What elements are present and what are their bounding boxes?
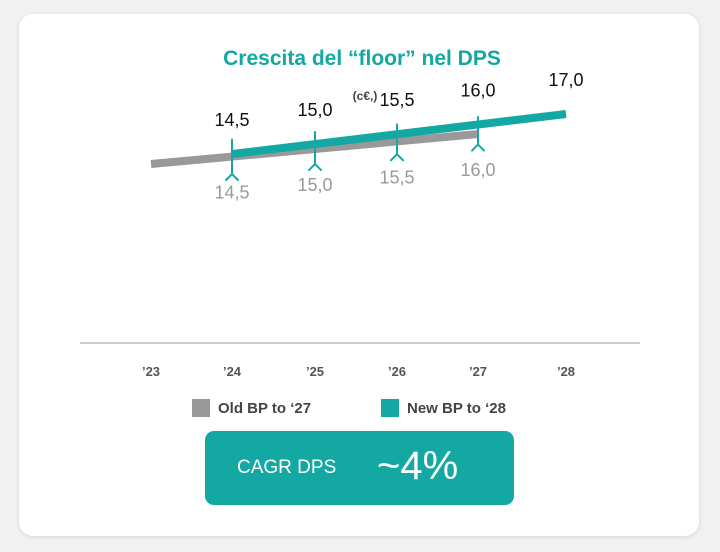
up-arrow-icon: [390, 123, 404, 162]
legend-old: Old BP to ‘27: [192, 399, 311, 417]
legend-new-label: New BP to ‘28: [407, 399, 506, 417]
x-tick-label: ’26: [388, 364, 406, 379]
x-tick-label: ’23: [142, 364, 160, 379]
x-tick-label: ’25: [306, 364, 324, 379]
data-label-old: 15,0: [297, 175, 332, 195]
chart-title: Crescita del “floor” nel DPS: [223, 47, 501, 70]
series-line-new: [231, 110, 567, 158]
data-label-new: 14,5: [214, 110, 249, 130]
legend-old-label: Old BP to ‘27: [218, 399, 312, 417]
data-label-new: 16,0: [460, 81, 495, 101]
data-label-new: 15,0: [297, 100, 332, 120]
up-arrow-icon: [471, 116, 485, 152]
data-label-old: 14,5: [214, 183, 249, 203]
cagr-label: CAGR DPS: [237, 457, 337, 478]
data-label-new: 17,0: [548, 70, 583, 90]
x-tick-label: ’24: [223, 364, 242, 379]
cagr-box: CAGR DPS ~4%: [205, 431, 514, 505]
up-arrow-icon: [308, 130, 322, 172]
x-tick-label: ’28: [557, 364, 575, 379]
data-label-old: 15,5: [379, 167, 414, 187]
legend-new: New BP to ‘28: [381, 399, 506, 417]
legend-new-swatch: [381, 399, 399, 417]
data-label-old: 16,0: [460, 160, 495, 180]
data-label-new: 15,5: [379, 90, 414, 110]
x-tick-label: ’27: [469, 364, 487, 379]
cagr-value: ~4%: [377, 444, 459, 488]
legend-old-swatch: [192, 399, 210, 417]
chart-unit: (c€,): [353, 89, 378, 103]
up-arrow-icon: [225, 138, 239, 181]
